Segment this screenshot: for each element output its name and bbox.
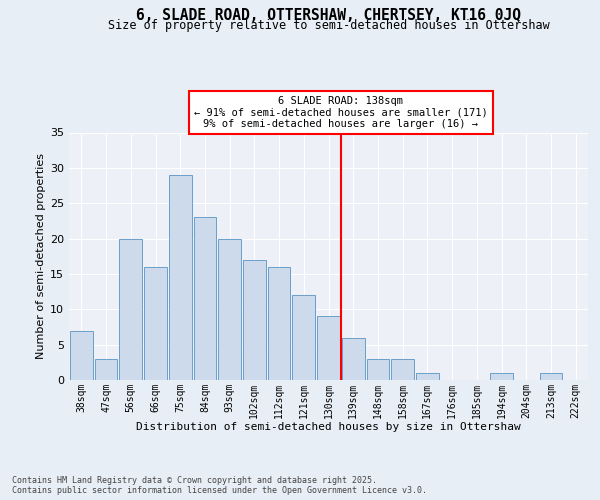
Bar [367,359,389,380]
Bar [243,260,266,380]
Bar [144,267,167,380]
Text: 6 SLADE ROAD: 138sqm
← 91% of semi-detached houses are smaller (171)
9% of semi-: 6 SLADE ROAD: 138sqm ← 91% of semi-detac… [194,96,488,129]
Text: 6, SLADE ROAD, OTTERSHAW, CHERTSEY, KT16 0JQ: 6, SLADE ROAD, OTTERSHAW, CHERTSEY, KT16… [136,8,521,22]
Bar [119,238,142,380]
Y-axis label: Number of semi-detached properties: Number of semi-detached properties [36,153,46,359]
Bar [95,359,118,380]
Text: Contains HM Land Registry data © Crown copyright and database right 2025.
Contai: Contains HM Land Registry data © Crown c… [12,476,427,495]
Bar [169,175,191,380]
Bar [218,238,241,380]
Bar [342,338,365,380]
Bar [292,295,315,380]
Text: Distribution of semi-detached houses by size in Ottershaw: Distribution of semi-detached houses by … [136,422,521,432]
Bar [490,373,513,380]
Bar [194,218,216,380]
Bar [391,359,414,380]
Bar [317,316,340,380]
Text: Size of property relative to semi-detached houses in Ottershaw: Size of property relative to semi-detach… [108,19,550,32]
Bar [416,373,439,380]
Bar [539,373,562,380]
Bar [268,267,290,380]
Bar [70,330,93,380]
